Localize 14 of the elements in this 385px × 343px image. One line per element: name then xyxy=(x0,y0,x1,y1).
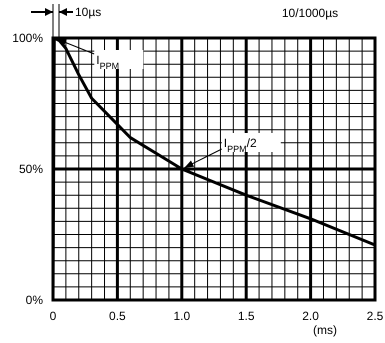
x-tick-label: 1.5 xyxy=(238,309,255,323)
y-tick-label: 0% xyxy=(26,293,44,307)
x-tick-label: 2.5 xyxy=(366,309,384,323)
x-tick-label: 1.0 xyxy=(173,309,190,323)
y-tick-label: 100% xyxy=(12,31,44,45)
annotation: I$_{PPM}$ xyxy=(96,53,120,71)
x-axis-title: (ms) xyxy=(313,323,337,337)
x-tick-label: 0.5 xyxy=(109,309,126,323)
annotation: I$_{PPM}$/2 xyxy=(224,136,257,154)
chart-title: 10/1000µs xyxy=(282,6,338,20)
x-tick-label: 0 xyxy=(50,309,57,323)
text: 10µs xyxy=(75,5,102,19)
x-tick-label: 2.0 xyxy=(302,309,320,323)
y-tick-label: 50% xyxy=(18,162,44,176)
